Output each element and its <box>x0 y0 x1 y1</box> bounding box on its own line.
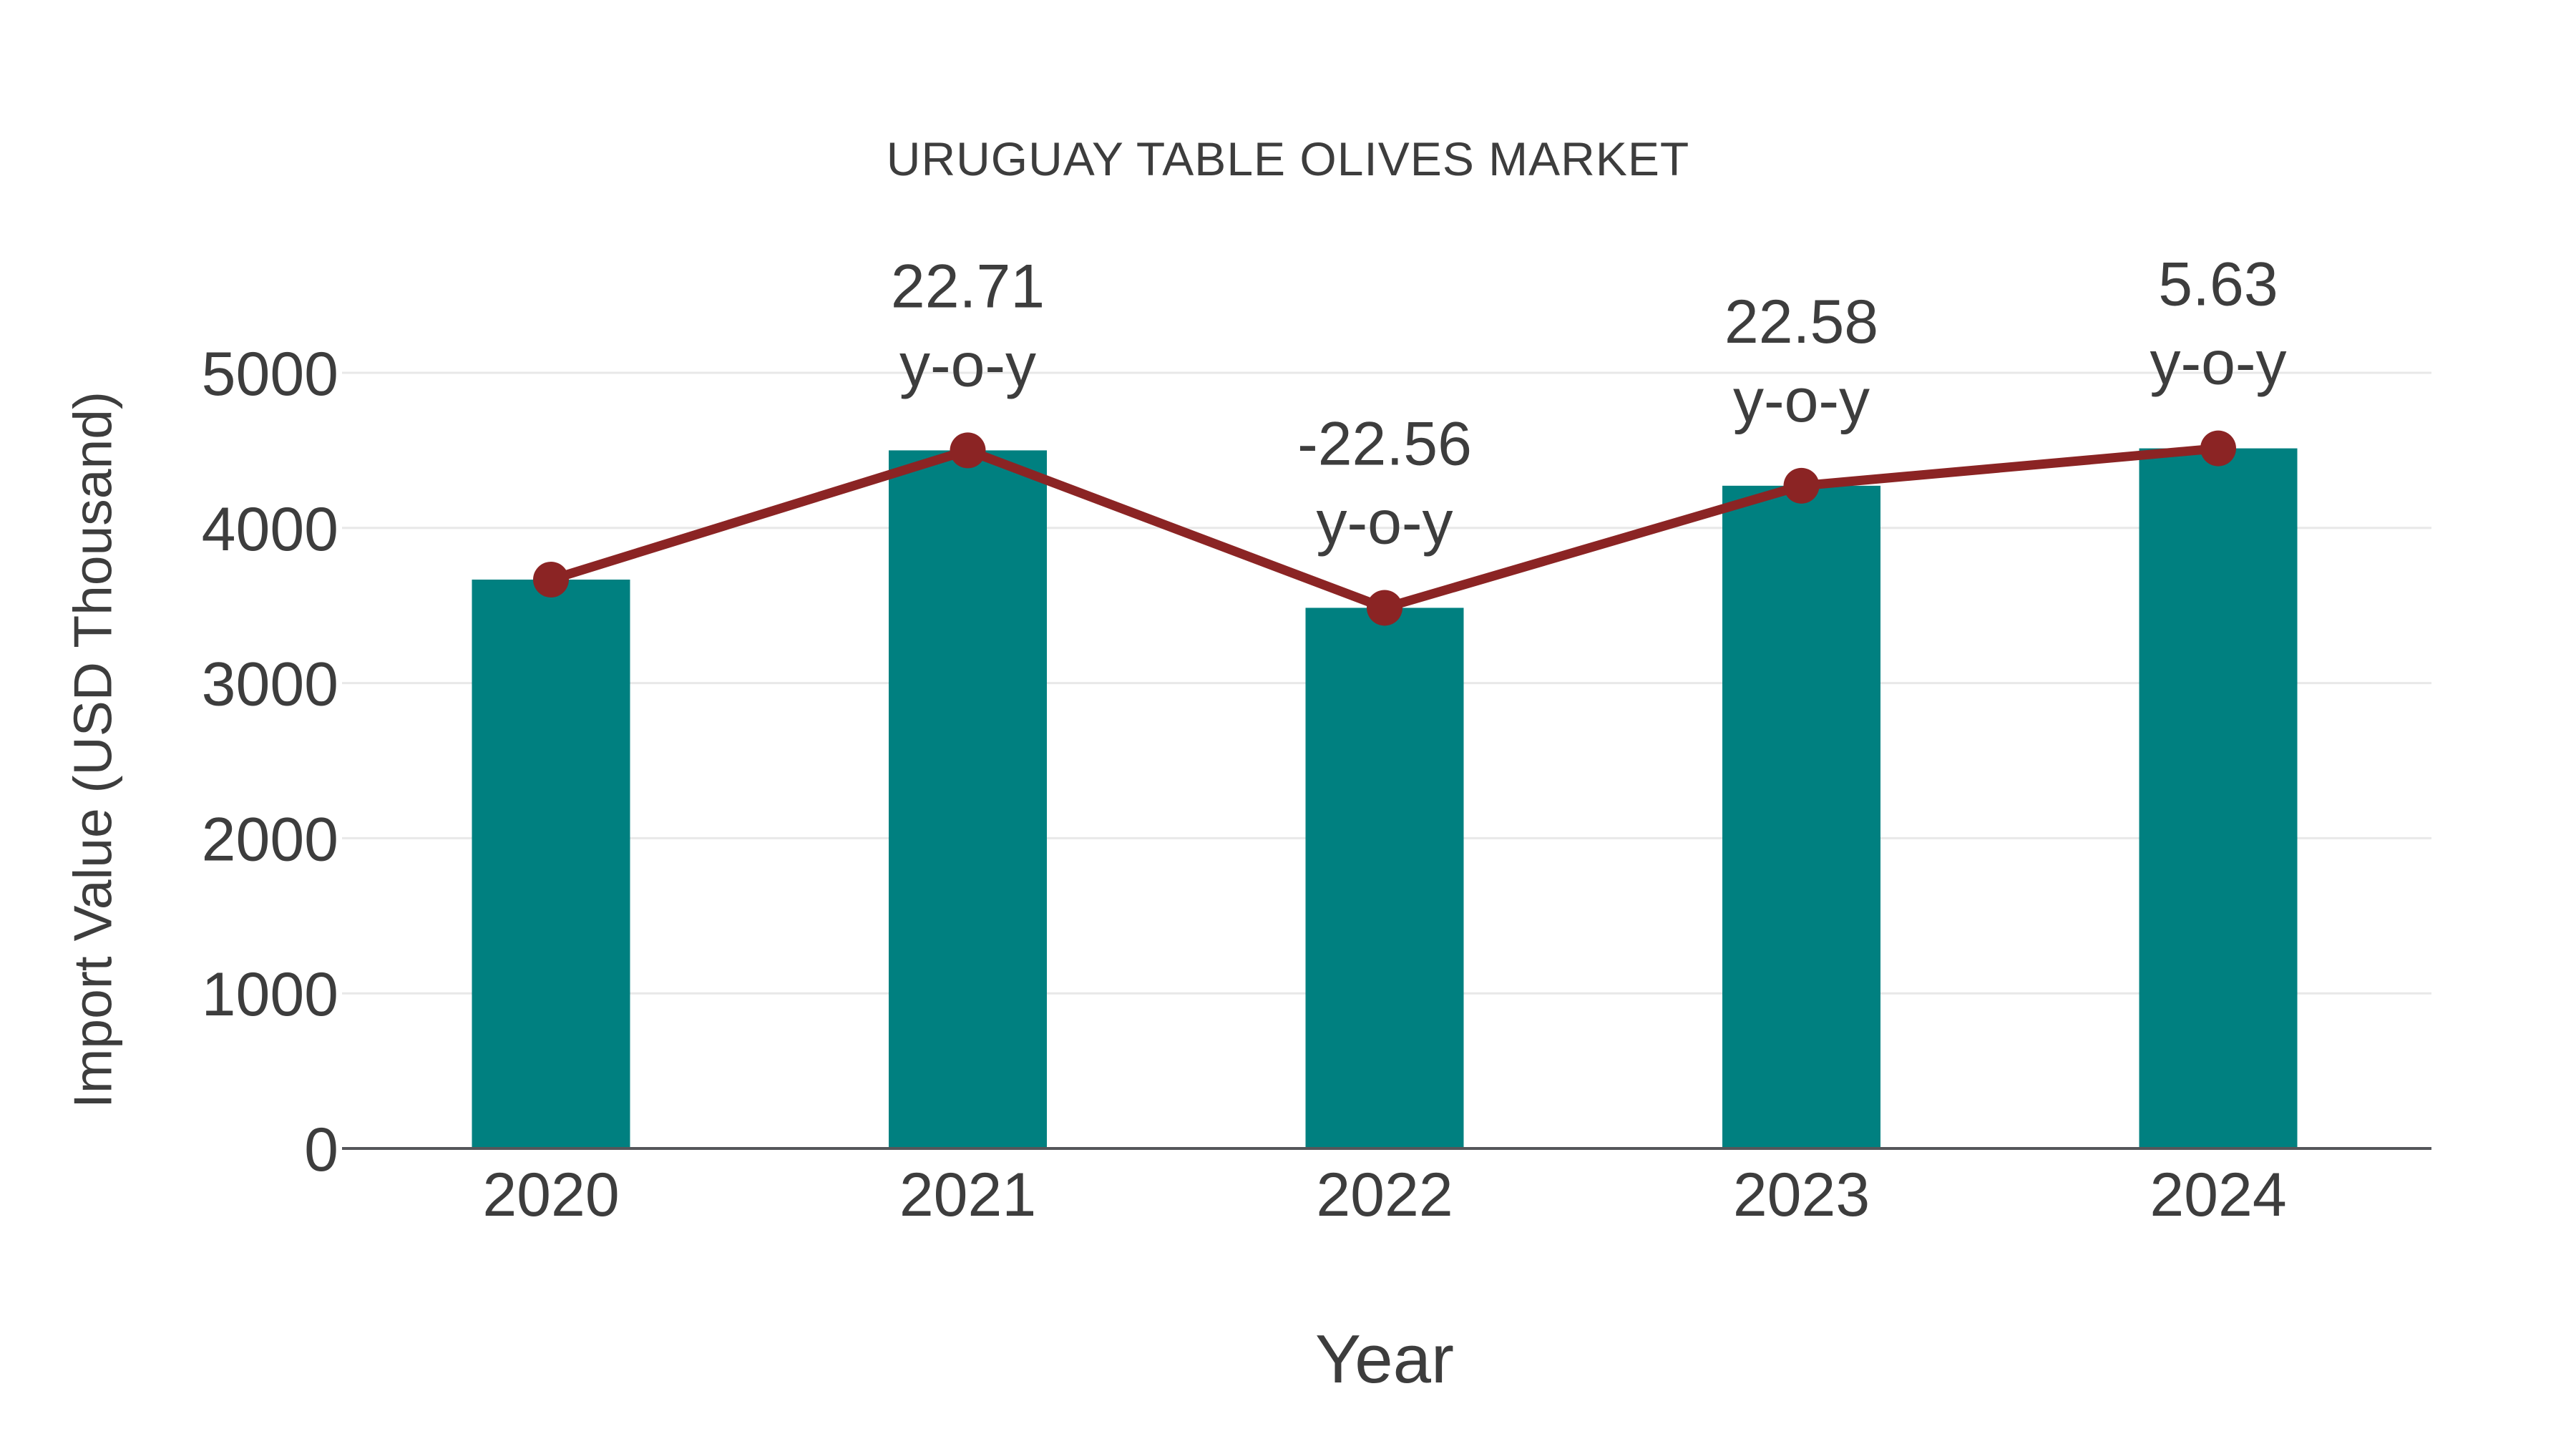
y-tick-2000: 2000 <box>202 805 338 874</box>
y-tick-5000: 5000 <box>202 340 338 409</box>
x-tick-2020: 2020 <box>482 1161 619 1229</box>
marker-2022 <box>1367 590 1402 626</box>
bar-2024 <box>2139 448 2298 1148</box>
marker-2023 <box>1783 467 1820 504</box>
annotation-value-2022: -22.56 <box>1297 409 1472 478</box>
marker-2021 <box>950 432 986 469</box>
annotation-value-2024: 5.63 <box>2158 250 2278 319</box>
bar-2023 <box>1722 485 1880 1148</box>
chart-title: URUGUAY TABLE OLIVES MARKET <box>886 132 1690 185</box>
y-tick-0: 0 <box>304 1116 338 1184</box>
annotation-suffix-2023: y-o-y <box>1733 366 1870 435</box>
annotation-suffix-2021: y-o-y <box>899 331 1036 399</box>
y-tick-3000: 3000 <box>202 650 338 719</box>
x-tick-2021: 2021 <box>899 1161 1036 1229</box>
annotation-suffix-2024: y-o-y <box>2150 329 2286 398</box>
annotation-value-2023: 22.58 <box>1724 288 1878 356</box>
y-tick-1000: 1000 <box>202 960 338 1029</box>
marker-2020 <box>533 561 569 597</box>
x-tick-2022: 2022 <box>1316 1161 1453 1229</box>
bar-2020 <box>472 579 630 1148</box>
bar-2021 <box>889 450 1047 1148</box>
bar-2022 <box>1305 608 1464 1148</box>
marker-2024 <box>2200 430 2236 467</box>
x-tick-2023: 2023 <box>1733 1161 1870 1229</box>
x-tick-2024: 2024 <box>2150 1161 2286 1229</box>
annotation-suffix-2022: y-o-y <box>1316 488 1453 557</box>
x-axis-title: Year <box>1315 1321 1454 1397</box>
y-tick-4000: 4000 <box>202 495 338 564</box>
annotation-value-2021: 22.71 <box>891 252 1045 321</box>
